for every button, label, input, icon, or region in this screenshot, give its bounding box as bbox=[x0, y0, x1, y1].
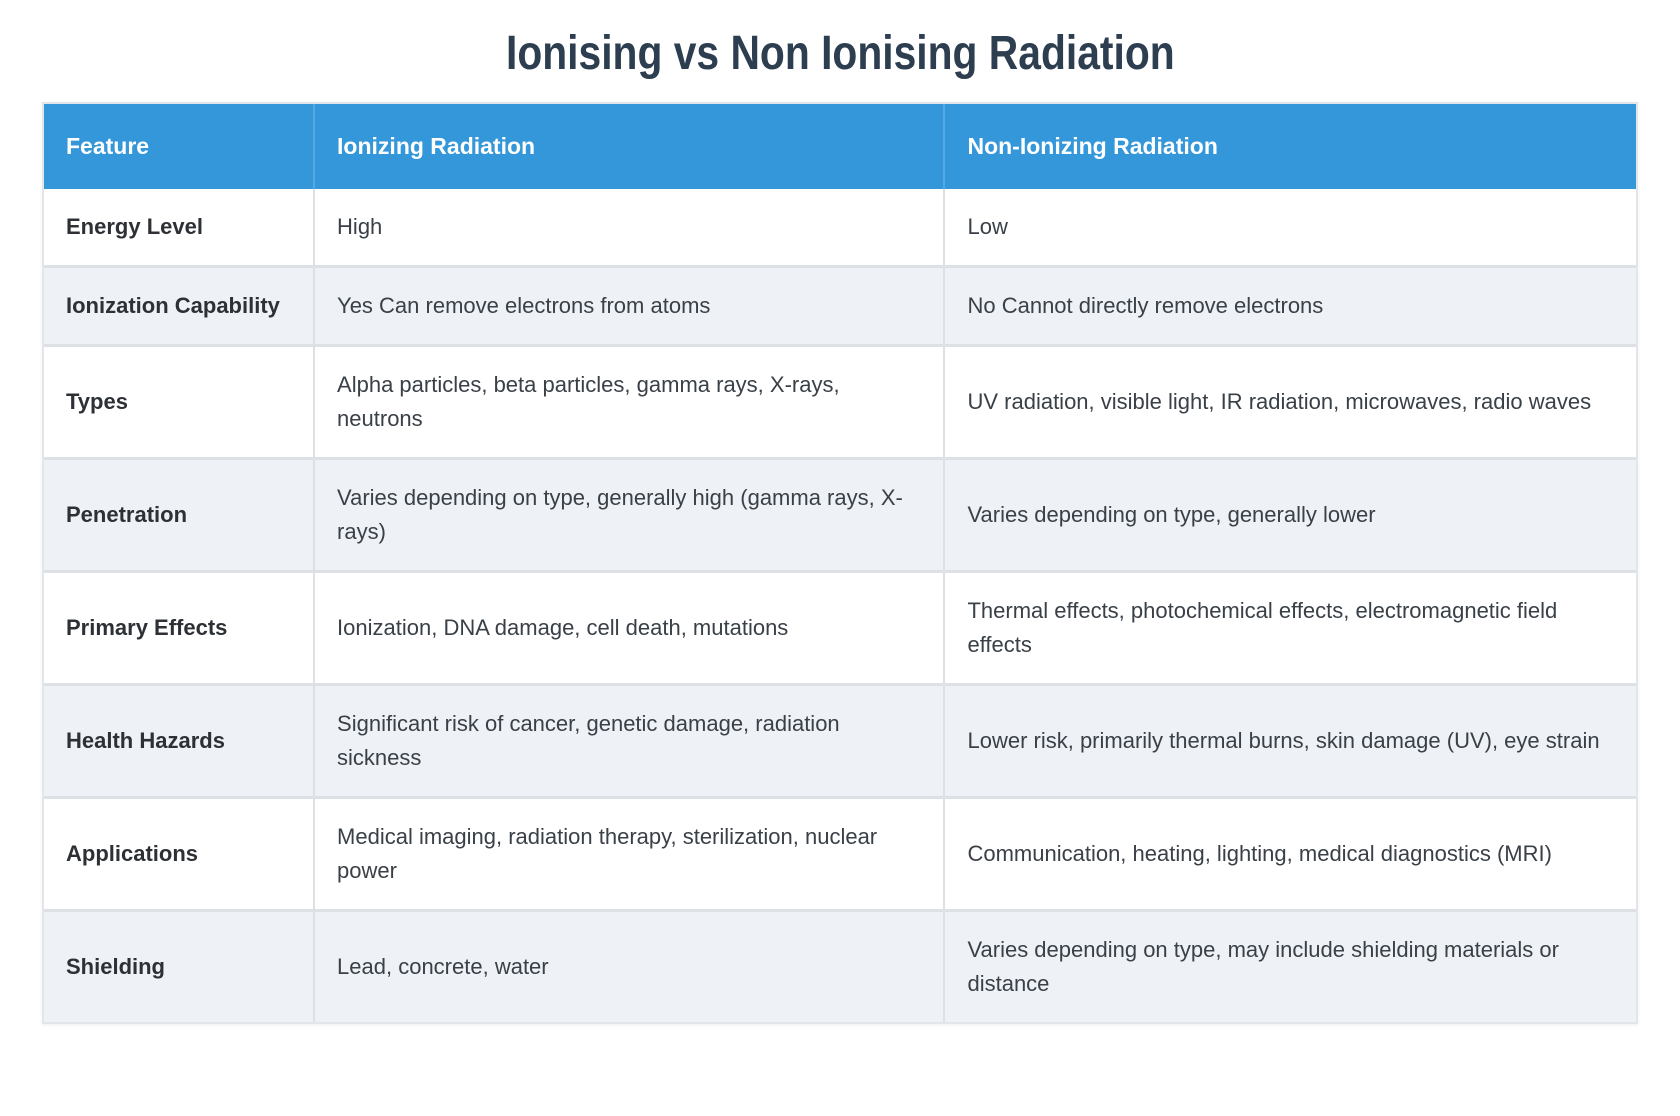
table-row-health-hazards: Health Hazards Significant risk of cance… bbox=[44, 683, 1636, 796]
feature-cell: Applications bbox=[44, 796, 314, 909]
non-ionizing-cell: Varies depending on type, may include sh… bbox=[943, 909, 1636, 1022]
column-header-ionizing: Ionizing Radiation bbox=[313, 104, 944, 189]
non-ionizing-cell: Low bbox=[943, 189, 1636, 265]
comparison-table-container: Feature Ionizing Radiation Non-Ionizing … bbox=[42, 102, 1638, 1024]
table-row-primary-effects: Primary Effects Ionization, DNA damage, … bbox=[44, 570, 1636, 683]
table-row-types: Types Alpha particles, beta particles, g… bbox=[44, 344, 1636, 457]
ionizing-cell: Yes Can remove electrons from atoms bbox=[313, 265, 944, 344]
page-title-text: Ionising vs Non Ionising Radiation bbox=[505, 27, 1175, 80]
feature-cell: Ionization Capability bbox=[44, 265, 314, 344]
table-header: Feature Ionizing Radiation Non-Ionizing … bbox=[44, 104, 1636, 189]
ionizing-cell: Varies depending on type, generally high… bbox=[313, 457, 944, 570]
feature-cell: Health Hazards bbox=[44, 683, 314, 796]
table-row-penetration: Penetration Varies depending on type, ge… bbox=[44, 457, 1636, 570]
ionizing-cell: Ionization, DNA damage, cell death, muta… bbox=[313, 570, 944, 683]
non-ionizing-cell: Lower risk, primarily thermal burns, ski… bbox=[943, 683, 1636, 796]
table-row-energy-level: Energy Level High Low bbox=[44, 189, 1636, 265]
feature-cell: Primary Effects bbox=[44, 570, 314, 683]
non-ionizing-cell: Thermal effects, photochemical effects, … bbox=[943, 570, 1636, 683]
comparison-table: Feature Ionizing Radiation Non-Ionizing … bbox=[44, 104, 1636, 1022]
non-ionizing-cell: UV radiation, visible light, IR radiatio… bbox=[943, 344, 1636, 457]
feature-cell: Energy Level bbox=[66, 214, 203, 239]
feature-cell: Penetration bbox=[44, 457, 314, 570]
table-body: Energy Level High Low Ionization Capabil… bbox=[44, 189, 1636, 1022]
ionizing-cell: Lead, concrete, water bbox=[313, 909, 944, 1022]
ionizing-cell: Medical imaging, radiation therapy, ster… bbox=[313, 796, 944, 909]
table-row-shielding: Shielding Lead, concrete, water Varies d… bbox=[44, 909, 1636, 1022]
non-ionizing-cell: Communication, heating, lighting, medica… bbox=[943, 796, 1636, 909]
feature-cell: Types bbox=[44, 344, 314, 457]
non-ionizing-cell: Varies depending on type, generally lowe… bbox=[943, 457, 1636, 570]
column-header-feature: Feature bbox=[44, 104, 314, 189]
ionizing-cell: Alpha particles, beta particles, gamma r… bbox=[313, 344, 944, 457]
table-row-applications: Applications Medical imaging, radiation … bbox=[44, 796, 1636, 909]
header-row: Feature Ionizing Radiation Non-Ionizing … bbox=[44, 104, 1636, 189]
non-ionizing-cell: No Cannot directly remove electrons bbox=[943, 265, 1636, 344]
table-row-ionization-capability: Ionization Capability Yes Can remove ele… bbox=[44, 265, 1636, 344]
feature-cell: Shielding bbox=[44, 909, 314, 1022]
ionizing-cell: Significant risk of cancer, genetic dama… bbox=[313, 683, 944, 796]
page-title: Ionising vs Non Ionising Radiation bbox=[0, 0, 1680, 81]
column-header-non-ionizing: Non-Ionizing Radiation bbox=[943, 104, 1636, 189]
ionizing-cell: High bbox=[313, 189, 943, 265]
